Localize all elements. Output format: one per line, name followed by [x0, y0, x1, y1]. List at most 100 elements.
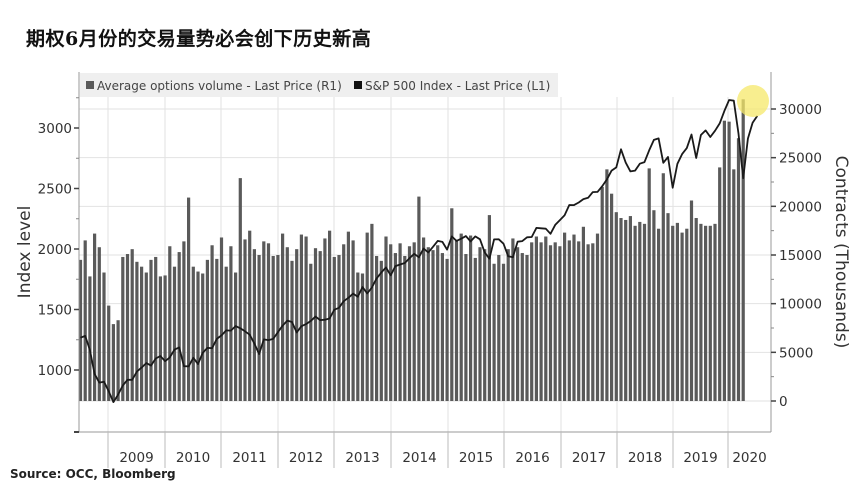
volume-bar [257, 255, 261, 401]
volume-bar [520, 253, 524, 401]
volume-bar [454, 240, 459, 401]
volume-bar [285, 247, 289, 401]
volume-bar [600, 186, 604, 401]
right-axis-ticks: 0 5000 10000 15000 20000 25000 30000 [771, 102, 822, 410]
volume-bar [680, 232, 684, 401]
volume-bar [548, 245, 553, 401]
volume-bar [567, 240, 571, 401]
volume-bar [694, 218, 698, 401]
legend-swatch-volume [86, 81, 94, 89]
right-tick-label: 30000 [779, 102, 822, 118]
volume-bar [78, 259, 83, 401]
volume-bars [78, 99, 745, 402]
volume-bar [506, 249, 510, 401]
year-label: 2018 [628, 450, 662, 466]
volume-bar [577, 241, 581, 401]
volume-bar [243, 239, 247, 401]
left-axis-ticks: 1000 1500 2000 2500 3000 [38, 97, 79, 433]
volume-bar [595, 233, 600, 401]
volume-bar [97, 247, 101, 401]
volume-bar [130, 249, 134, 401]
volume-bar [271, 255, 275, 401]
volume-bar [534, 236, 538, 401]
right-tick-label: 5000 [779, 345, 813, 361]
volume-bar [417, 196, 421, 401]
volume-bar [163, 275, 167, 401]
year-label: 2015 [459, 450, 493, 466]
volume-bar [403, 255, 407, 401]
volume-bar [407, 246, 412, 401]
volume-bar [205, 259, 209, 401]
volume-bar [699, 223, 703, 401]
volume-bar [572, 234, 576, 401]
volume-bar [83, 240, 87, 401]
volume-bar [93, 233, 97, 401]
volume-bar [375, 255, 379, 401]
volume-bar [647, 168, 651, 401]
volume-bar [313, 248, 318, 401]
volume-bar [736, 138, 741, 401]
volume-bar [196, 271, 200, 401]
volume-bar [586, 244, 590, 401]
year-label: 2010 [176, 450, 210, 466]
right-tick-label: 0 [779, 394, 788, 410]
volume-bar [497, 255, 501, 401]
volume-bar [379, 260, 383, 401]
year-label: 2012 [289, 450, 323, 466]
volume-bar [398, 243, 402, 401]
volume-bar [539, 242, 543, 401]
volume-bar [177, 252, 181, 401]
volume-bar [727, 121, 731, 402]
volume-bar [525, 255, 529, 401]
volume-bar [652, 210, 656, 401]
volume-bar [356, 272, 360, 401]
volume-bar [666, 213, 670, 401]
x-axis-years: 2009 2010 2011 2012 2013 2014 2015 2016 2017 2018… [107, 432, 767, 468]
volume-bar [445, 258, 449, 401]
volume-bar [436, 245, 440, 401]
volume-bar [266, 243, 271, 401]
volume-bar [135, 261, 139, 401]
left-axis-title: Index level [15, 206, 35, 299]
source-note: Source: OCC, Bloomberg [10, 467, 176, 481]
volume-bar [610, 193, 614, 401]
volume-bar [642, 223, 647, 401]
volume-bar [614, 212, 618, 401]
volume-bar [619, 218, 623, 401]
volume-bar [102, 272, 106, 401]
volume-bar [215, 258, 219, 401]
volume-bar [732, 169, 736, 401]
year-label: 2017 [572, 450, 606, 466]
volume-bar [140, 266, 144, 401]
highlight-circle [737, 85, 769, 117]
legend-background [80, 73, 558, 97]
volume-bar [591, 243, 595, 401]
volume-bar [299, 234, 303, 401]
volume-bar [332, 256, 336, 401]
volume-bar [553, 242, 557, 401]
volume-bar [172, 266, 177, 401]
year-label: 2016 [515, 450, 549, 466]
volume-bar [624, 219, 628, 401]
volume-bar [492, 263, 496, 401]
volume-bar [158, 276, 162, 401]
volume-bar [187, 197, 191, 401]
right-tick-label: 10000 [779, 297, 822, 313]
year-label: 2019 [683, 450, 717, 466]
volume-bar [722, 120, 726, 402]
volume-bar [487, 215, 491, 401]
volume-bar [483, 249, 487, 401]
left-tick-label: 2500 [38, 182, 72, 198]
volume-bar [234, 272, 238, 401]
volume-bar [276, 255, 280, 401]
year-label: 2020 [732, 450, 766, 466]
left-tick-label: 2000 [38, 242, 72, 258]
left-tick-label: 1000 [38, 363, 72, 379]
volume-bar [365, 232, 369, 401]
volume-bar [248, 230, 252, 401]
left-tick-label: 3000 [38, 121, 72, 137]
volume-bar [459, 233, 463, 401]
volume-bar [661, 173, 665, 401]
volume-bar [107, 305, 111, 401]
